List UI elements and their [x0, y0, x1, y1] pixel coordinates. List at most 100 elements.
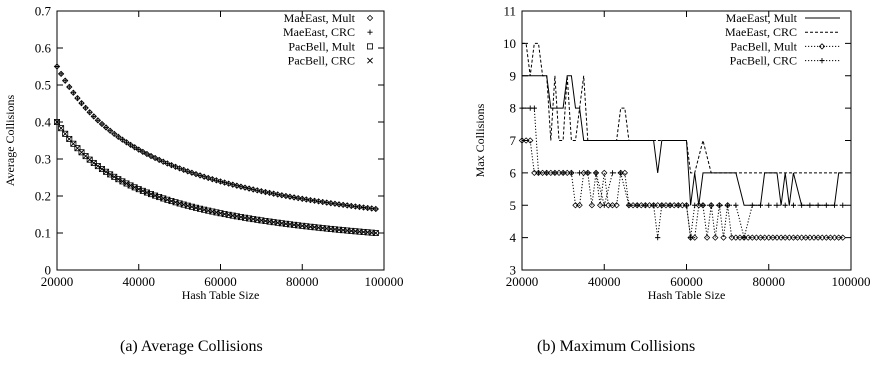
average-collisions-chart: 20000 40000 60000 80000 100000 0 0.1 0.2 0.3 0.4 0…: [3, 4, 404, 303]
data-point: [320, 199, 326, 205]
data-point: [62, 130, 69, 137]
data-point: [572, 202, 579, 209]
data-point: [139, 187, 146, 194]
data-point: [605, 202, 612, 209]
legend-marker: [819, 58, 825, 64]
data-point: [798, 234, 805, 241]
data-point: [78, 100, 85, 106]
data-point: [609, 202, 616, 209]
y-tick-label: 4: [510, 230, 517, 245]
data-point: [835, 234, 842, 241]
data-point: [258, 188, 264, 194]
data-point: [234, 183, 240, 189]
data-point: [675, 202, 681, 208]
data-point: [70, 90, 76, 96]
data-point: [123, 180, 130, 187]
data-point: [229, 212, 236, 219]
data-point: [221, 211, 228, 218]
x-tick-label: 40000: [123, 274, 156, 289]
series-maeeast-crc: [522, 42, 843, 174]
data-point: [307, 223, 314, 230]
data-point: [246, 185, 252, 192]
data-point: [66, 135, 73, 142]
data-point: [827, 234, 834, 241]
legend-label: PacBell, Mult: [730, 39, 797, 53]
data-point: [576, 202, 583, 209]
data-point: [291, 221, 298, 228]
data-point: [188, 169, 196, 176]
data-point: [518, 137, 526, 144]
series-pacbell-mult: [518, 137, 846, 241]
data-point: [519, 105, 525, 111]
data-point: [634, 202, 640, 208]
data-point: [307, 197, 314, 203]
data-point: [176, 200, 183, 207]
data-point: [732, 234, 740, 241]
x-tick-label: 80000: [753, 274, 786, 289]
data-point: [94, 117, 102, 124]
data-point: [618, 170, 624, 176]
data-point: [340, 202, 346, 208]
data-point: [761, 234, 768, 241]
data-point: [168, 161, 175, 169]
data-point: [287, 194, 293, 200]
legend-marker: [366, 14, 374, 22]
data-point: [54, 63, 60, 70]
data-point: [596, 202, 604, 209]
data-point: [66, 84, 72, 90]
data-point: [250, 186, 256, 193]
legend-label: MaeEast, CRC: [283, 25, 355, 39]
data-point: [356, 204, 363, 210]
x-axis-label: Hash Table Size: [648, 288, 726, 302]
data-point: [344, 202, 350, 209]
data-point: [103, 124, 109, 131]
data-point: [749, 234, 756, 241]
y-tick-label: 0.7: [35, 4, 52, 19]
data-point: [601, 202, 607, 208]
y-tick-label: 0.3: [35, 152, 51, 167]
data-point: [147, 152, 155, 160]
data-point: [131, 184, 138, 191]
data-point: [368, 229, 375, 236]
data-point: [66, 136, 73, 142]
data-point: [180, 166, 187, 174]
data-point: [74, 94, 81, 102]
x-tick-label: 60000: [204, 274, 237, 289]
data-point: [638, 202, 645, 209]
data-point: [217, 178, 224, 185]
legend-label: PacBell, Mult: [288, 39, 355, 53]
data-point: [303, 196, 309, 203]
series-pacbell-crc: [519, 105, 846, 241]
data-point: [140, 149, 146, 155]
legend-label: MaeEast, Mult: [726, 11, 798, 25]
data-point: [823, 234, 830, 241]
legend-label: MaeEast, Mult: [284, 11, 356, 25]
data-point: [238, 184, 244, 190]
data-point: [331, 226, 338, 233]
data-point: [720, 234, 727, 241]
data-point: [189, 170, 195, 176]
data-point: [209, 176, 215, 182]
data-point: [119, 136, 126, 143]
data-point: [344, 227, 351, 234]
x-tick-label: 40000: [588, 274, 621, 289]
legend-marker: [367, 57, 373, 64]
y-tick-label: 11: [503, 4, 516, 19]
data-point: [221, 179, 228, 186]
data-point: [160, 195, 167, 202]
data-point: [103, 168, 109, 175]
data-point: [168, 162, 175, 168]
series-line: [522, 140, 843, 239]
y-tick-label: 0.4: [35, 115, 52, 130]
data-point: [230, 182, 236, 188]
y-tick-label: 0.6: [35, 41, 52, 56]
data-point: [299, 196, 305, 202]
data-point: [90, 159, 97, 166]
data-point: [54, 119, 61, 126]
data-point: [66, 83, 73, 91]
data-point: [356, 228, 363, 235]
data-point: [839, 234, 846, 241]
data-point: [136, 147, 142, 153]
